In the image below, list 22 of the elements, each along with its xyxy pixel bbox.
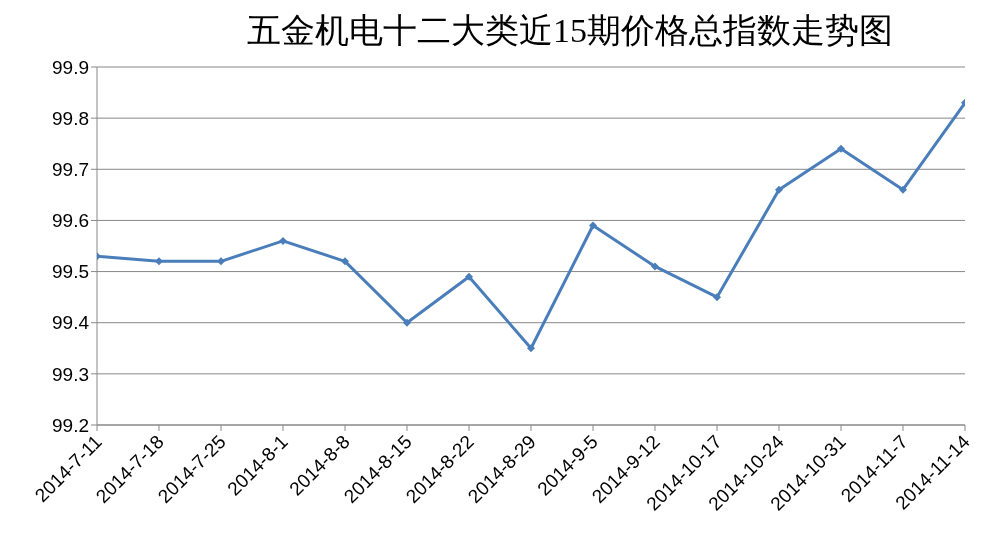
point (775, 185, 783, 194)
y-tick-label: 99.9 (52, 56, 89, 78)
point (589, 221, 597, 230)
point (527, 344, 535, 353)
point (279, 236, 287, 245)
y-tick-label: 99.5 (52, 261, 89, 283)
point (837, 144, 845, 153)
chart-title: 五金机电十二大类近15期价格总指数走势图 (246, 11, 894, 51)
y-tick-label: 99.3 (52, 363, 89, 385)
y-tick-label: 99.4 (52, 312, 90, 334)
point (341, 257, 349, 266)
y-tick-label: 99.7 (52, 159, 89, 181)
y-tick-label: 99.2 (52, 414, 89, 436)
point (899, 185, 907, 194)
y-tick-label: 99.6 (52, 210, 89, 232)
point (713, 293, 721, 302)
point (465, 272, 473, 281)
y-tick-label: 99.8 (52, 107, 89, 129)
point (403, 318, 411, 327)
point (651, 262, 659, 271)
point (217, 257, 225, 266)
point (155, 257, 163, 266)
